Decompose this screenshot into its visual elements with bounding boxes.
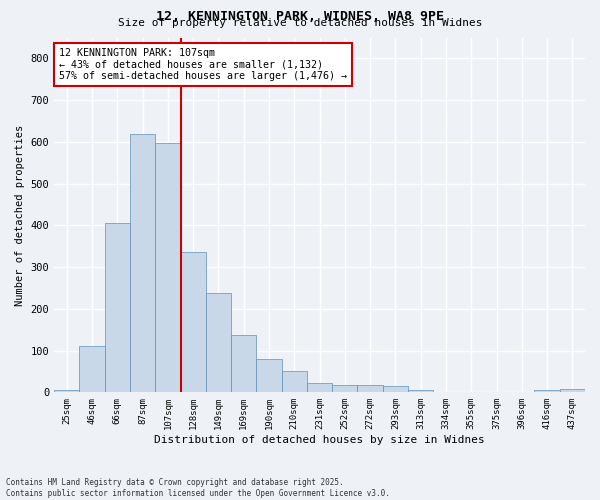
X-axis label: Distribution of detached houses by size in Widnes: Distribution of detached houses by size … [154,435,485,445]
Bar [281,370,307,392]
Text: Size of property relative to detached houses in Widnes: Size of property relative to detached ho… [118,18,482,28]
Bar [105,224,130,392]
Text: 12, KENNINGTON PARK, WIDNES, WA8 9PE: 12, KENNINGTON PARK, WIDNES, WA8 9PE [156,10,444,23]
Bar [54,390,79,392]
Y-axis label: Number of detached properties: Number of detached properties [15,124,25,306]
Bar [383,386,408,392]
Bar [332,385,358,392]
Bar [181,252,206,392]
Text: Contains HM Land Registry data © Crown copyright and database right 2025.
Contai: Contains HM Land Registry data © Crown c… [6,478,390,498]
Bar [79,346,105,393]
Bar [307,383,332,392]
Text: 12 KENNINGTON PARK: 107sqm
← 43% of detached houses are smaller (1,132)
57% of s: 12 KENNINGTON PARK: 107sqm ← 43% of deta… [59,48,347,82]
Bar [256,359,281,392]
Bar [155,142,181,392]
Bar [408,390,433,392]
Bar [535,390,560,392]
Bar [560,389,585,392]
Bar [358,385,383,392]
Bar [206,294,231,392]
Bar [130,134,155,392]
Bar [231,335,256,392]
